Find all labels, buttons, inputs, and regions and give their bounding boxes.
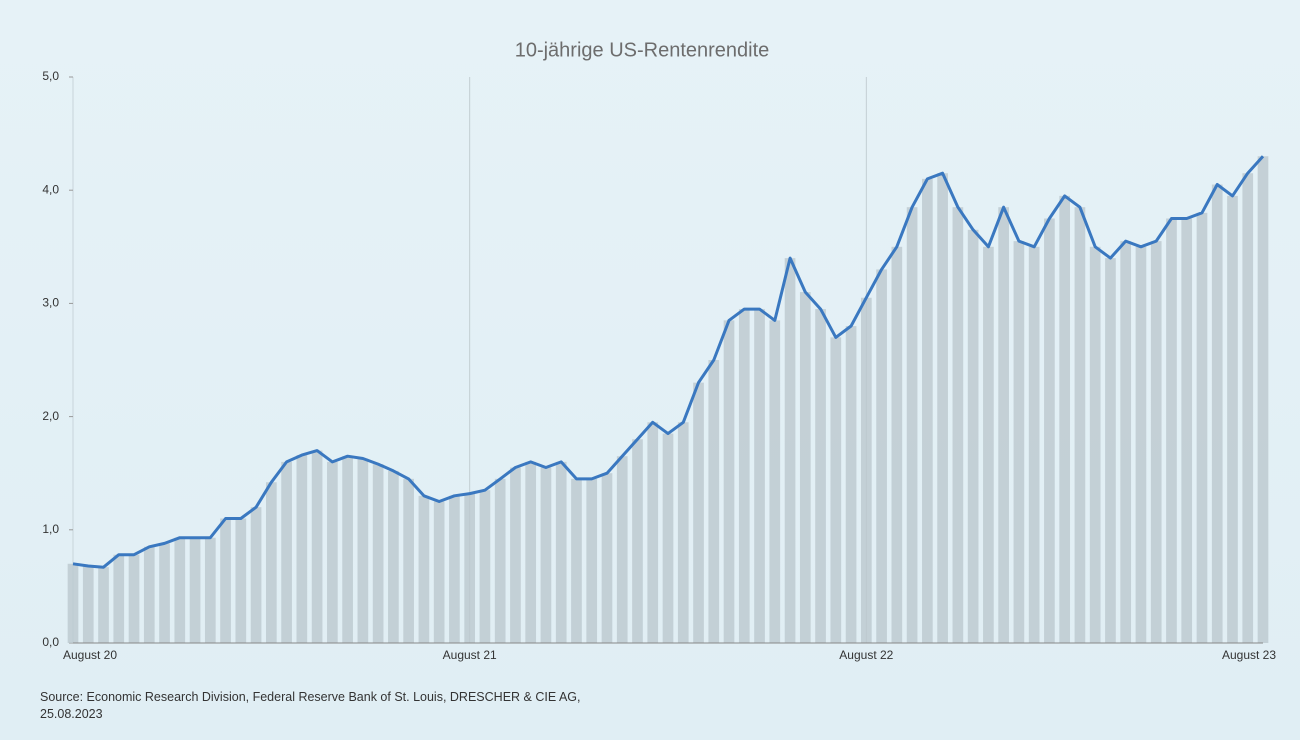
x-tick-label: August 21 xyxy=(443,648,497,662)
area-bar xyxy=(189,537,201,643)
area-bar xyxy=(952,207,964,643)
x-tick-label: August 20 xyxy=(63,648,117,662)
area-bar xyxy=(632,439,643,643)
area-bar xyxy=(464,493,476,643)
y-tick-label: 1,0 xyxy=(42,522,59,536)
area-bar xyxy=(906,207,918,643)
area-bar xyxy=(891,246,903,644)
area-bar xyxy=(754,309,765,643)
area-bar xyxy=(845,326,857,643)
area-bar xyxy=(616,456,628,643)
area-bar xyxy=(98,567,109,643)
area-bar xyxy=(67,563,79,643)
area-bar xyxy=(1089,246,1101,644)
area-bar xyxy=(784,258,796,643)
area-bar xyxy=(510,467,521,643)
y-tick-label: 5,0 xyxy=(42,69,59,83)
area-bar xyxy=(265,482,277,643)
chart-title: 10-jährige US-Rentenrendite xyxy=(515,39,770,61)
area-bar xyxy=(433,501,445,643)
area-bar xyxy=(1150,241,1162,643)
area-bar xyxy=(571,478,582,643)
area-bar xyxy=(159,543,170,643)
area-bar xyxy=(250,507,262,643)
area-bar xyxy=(1059,195,1071,644)
area-bar xyxy=(449,495,460,643)
area-bar xyxy=(296,455,308,643)
area-bar xyxy=(586,478,598,643)
area-bar xyxy=(372,464,384,643)
area-bar xyxy=(1120,241,1132,643)
area-bar xyxy=(204,537,216,643)
area-bar xyxy=(494,478,506,643)
area-bar xyxy=(540,467,552,643)
x-tick-label: August 22 xyxy=(839,648,893,662)
area-bar xyxy=(708,360,720,643)
area-bar xyxy=(1028,246,1040,644)
area-bar xyxy=(1105,258,1116,643)
area-bar xyxy=(311,450,323,643)
area-bar xyxy=(418,495,430,643)
area-bar xyxy=(876,269,887,643)
area-bar xyxy=(281,461,292,643)
area-bar xyxy=(647,422,659,643)
area-bar xyxy=(1044,218,1055,643)
area-bar xyxy=(1242,173,1254,643)
area-bar xyxy=(357,458,369,643)
area-bar xyxy=(128,554,140,643)
area-bar xyxy=(937,173,948,643)
area-bar xyxy=(479,490,491,643)
area-bar xyxy=(693,382,704,643)
area-bar xyxy=(1196,212,1208,643)
area-bar xyxy=(998,207,1009,643)
area-bar xyxy=(769,320,781,643)
area-bar xyxy=(555,461,567,643)
area-bar xyxy=(662,433,674,643)
area-bar xyxy=(388,470,399,643)
area-bar xyxy=(1211,184,1223,644)
area-bar xyxy=(327,461,338,643)
area-bar xyxy=(1013,241,1025,643)
area-bar xyxy=(1135,246,1147,644)
area-bar xyxy=(143,546,155,643)
area-bar xyxy=(815,309,826,643)
area-bar xyxy=(403,478,414,643)
area-bar xyxy=(1257,156,1269,644)
area-bar xyxy=(1166,218,1177,643)
area-bar xyxy=(342,456,353,643)
area-bar xyxy=(799,292,811,643)
area-bar xyxy=(525,461,537,643)
x-tick-label: August 23 xyxy=(1222,648,1276,662)
y-tick-label: 2,0 xyxy=(42,409,59,423)
area-bar xyxy=(922,178,933,643)
area-bar xyxy=(235,518,247,643)
y-tick-label: 4,0 xyxy=(42,182,59,196)
area-bar xyxy=(1181,218,1193,643)
y-tick-label: 0,0 xyxy=(42,635,59,649)
area-bar xyxy=(1074,207,1086,643)
area-bar xyxy=(738,309,750,643)
y-tick-label: 3,0 xyxy=(42,296,59,310)
area-bar xyxy=(1227,195,1238,644)
line xyxy=(72,155,1265,569)
area-bar xyxy=(113,554,125,643)
area-bar xyxy=(967,229,979,643)
area-bar xyxy=(723,320,735,643)
area-bar xyxy=(860,297,872,643)
area-bar xyxy=(220,518,231,643)
area-bar xyxy=(82,566,94,643)
area-bar xyxy=(830,337,842,643)
area-bar xyxy=(983,246,994,644)
area-bar xyxy=(174,537,186,643)
source-note: Source: Economic Research Division, Fede… xyxy=(40,690,581,721)
area-bar xyxy=(677,422,689,643)
area-bar xyxy=(601,473,613,643)
